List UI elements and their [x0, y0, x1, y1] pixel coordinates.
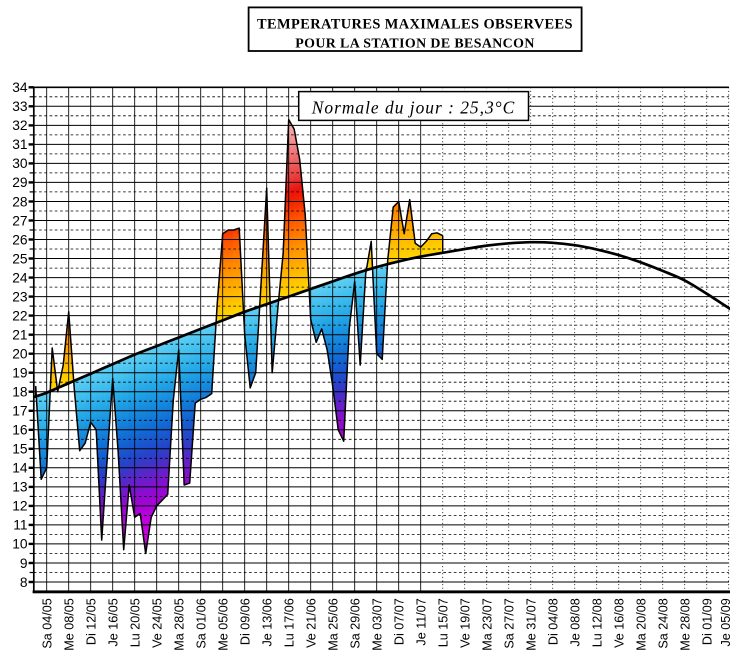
svg-text:11: 11: [13, 518, 27, 533]
svg-text:Me 08/05: Me 08/05: [62, 598, 76, 651]
svg-text:30: 30: [12, 156, 28, 171]
svg-text:Me 31/07: Me 31/07: [524, 598, 538, 651]
svg-text:9: 9: [20, 556, 28, 571]
svg-text:15: 15: [12, 442, 28, 457]
svg-text:16: 16: [12, 423, 28, 438]
svg-text:Ma 20/08: Ma 20/08: [634, 598, 648, 651]
svg-text:Di 04/08: Di 04/08: [546, 598, 560, 645]
svg-text:8: 8: [20, 575, 28, 590]
svg-text:33: 33: [12, 99, 28, 114]
svg-text:Ve 19/07: Ve 19/07: [458, 598, 472, 648]
svg-text:23: 23: [12, 289, 28, 304]
svg-text:Lu 15/07: Lu 15/07: [436, 598, 450, 647]
svg-text:Normale du jour : 25,3°C: Normale du jour : 25,3°C: [311, 98, 515, 118]
svg-text:29: 29: [12, 175, 28, 190]
svg-text:Lu 12/08: Lu 12/08: [590, 598, 604, 647]
svg-text:27: 27: [12, 213, 27, 228]
svg-text:24: 24: [12, 270, 28, 285]
svg-text:Je 13/06: Je 13/06: [260, 598, 274, 646]
svg-text:28: 28: [12, 194, 28, 209]
svg-text:Ma 28/05: Ma 28/05: [172, 598, 186, 651]
svg-text:Di 12/05: Di 12/05: [84, 598, 98, 645]
svg-text:Ve 16/08: Ve 16/08: [612, 598, 626, 648]
svg-text:31: 31: [12, 137, 27, 152]
svg-text:18: 18: [12, 385, 28, 400]
svg-text:Lu 17/06: Lu 17/06: [282, 598, 296, 647]
svg-text:Sa 24/08: Sa 24/08: [656, 598, 670, 648]
svg-text:Ma 23/07: Ma 23/07: [480, 598, 494, 651]
svg-text:14: 14: [12, 461, 28, 476]
svg-text:22: 22: [12, 308, 27, 323]
svg-text:Je 11/07: Je 11/07: [414, 598, 428, 645]
svg-text:Me 28/08: Me 28/08: [678, 598, 692, 651]
svg-text:Me 05/06: Me 05/06: [216, 598, 230, 651]
svg-text:12: 12: [12, 499, 27, 514]
svg-text:Di 09/06: Di 09/06: [238, 598, 252, 645]
svg-text:Di 01/09: Di 01/09: [700, 598, 714, 645]
svg-text:Ve 21/06: Ve 21/06: [304, 598, 318, 648]
svg-text:Sa 04/05: Sa 04/05: [40, 598, 54, 648]
svg-text:32: 32: [12, 118, 27, 133]
svg-text:26: 26: [12, 232, 28, 247]
svg-text:Je 05/09: Je 05/09: [719, 598, 730, 646]
svg-text:Di 07/07: Di 07/07: [392, 598, 406, 645]
svg-text:Sa 27/07: Sa 27/07: [502, 598, 516, 648]
svg-text:25: 25: [12, 251, 28, 266]
svg-text:Ma 25/06: Ma 25/06: [326, 598, 340, 651]
svg-text:34: 34: [12, 80, 28, 95]
svg-text:Sa 01/06: Sa 01/06: [194, 598, 208, 648]
svg-text:17: 17: [12, 404, 27, 419]
svg-text:21: 21: [12, 328, 27, 343]
svg-text:19: 19: [12, 366, 28, 381]
svg-text:20: 20: [12, 347, 28, 362]
svg-text:Sa 29/06: Sa 29/06: [348, 598, 362, 648]
svg-text:Je 16/05: Je 16/05: [106, 598, 120, 646]
svg-text:TEMPERATURES MAXIMALES OBSERVE: TEMPERATURES MAXIMALES OBSERVEES: [257, 17, 573, 33]
svg-text:Me 03/07: Me 03/07: [370, 598, 384, 651]
svg-text:POUR LA STATION DE BESANCON: POUR LA STATION DE BESANCON: [295, 37, 535, 52]
svg-text:10: 10: [12, 537, 28, 552]
svg-text:Ve 24/05: Ve 24/05: [150, 598, 164, 648]
svg-text:Je 08/08: Je 08/08: [568, 598, 582, 646]
svg-text:13: 13: [12, 480, 28, 495]
svg-text:Lu 20/05: Lu 20/05: [128, 598, 142, 647]
